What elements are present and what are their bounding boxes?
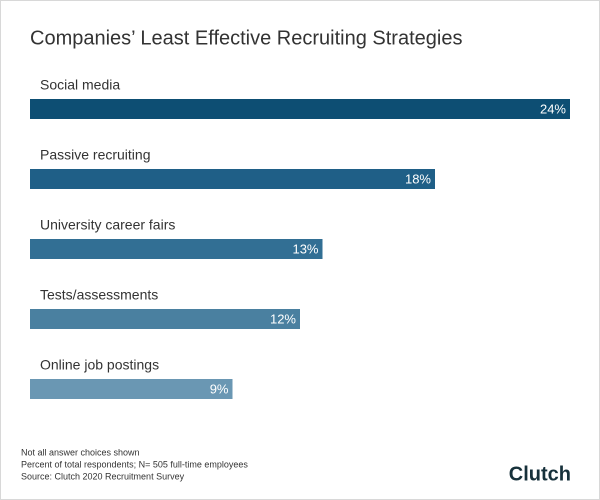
value-label: 24% — [540, 101, 566, 116]
logo: Clutch — [509, 463, 571, 485]
value-label: 9% — [210, 381, 229, 396]
footnote: Source: Clutch 2020 Recruitment Survey — [21, 471, 185, 481]
value-label: 12% — [270, 311, 296, 326]
category-label: Social media — [40, 77, 120, 93]
value-label: 18% — [405, 171, 431, 186]
category-label: Tests/assessments — [40, 287, 158, 303]
value-label: 13% — [292, 241, 318, 256]
chart-title: Companies’ Least Effective Recruiting St… — [30, 27, 462, 49]
bar — [30, 239, 323, 259]
bar — [30, 169, 435, 189]
footnote: Not all answer choices shown — [21, 447, 140, 457]
category-label: University career fairs — [40, 217, 175, 233]
category-label: Online job postings — [40, 357, 159, 373]
bar — [30, 99, 570, 119]
category-label: Passive recruiting — [40, 147, 151, 163]
footnote: Percent of total respondents; N= 505 ful… — [21, 459, 248, 469]
bar — [30, 379, 233, 399]
bar — [30, 309, 300, 329]
